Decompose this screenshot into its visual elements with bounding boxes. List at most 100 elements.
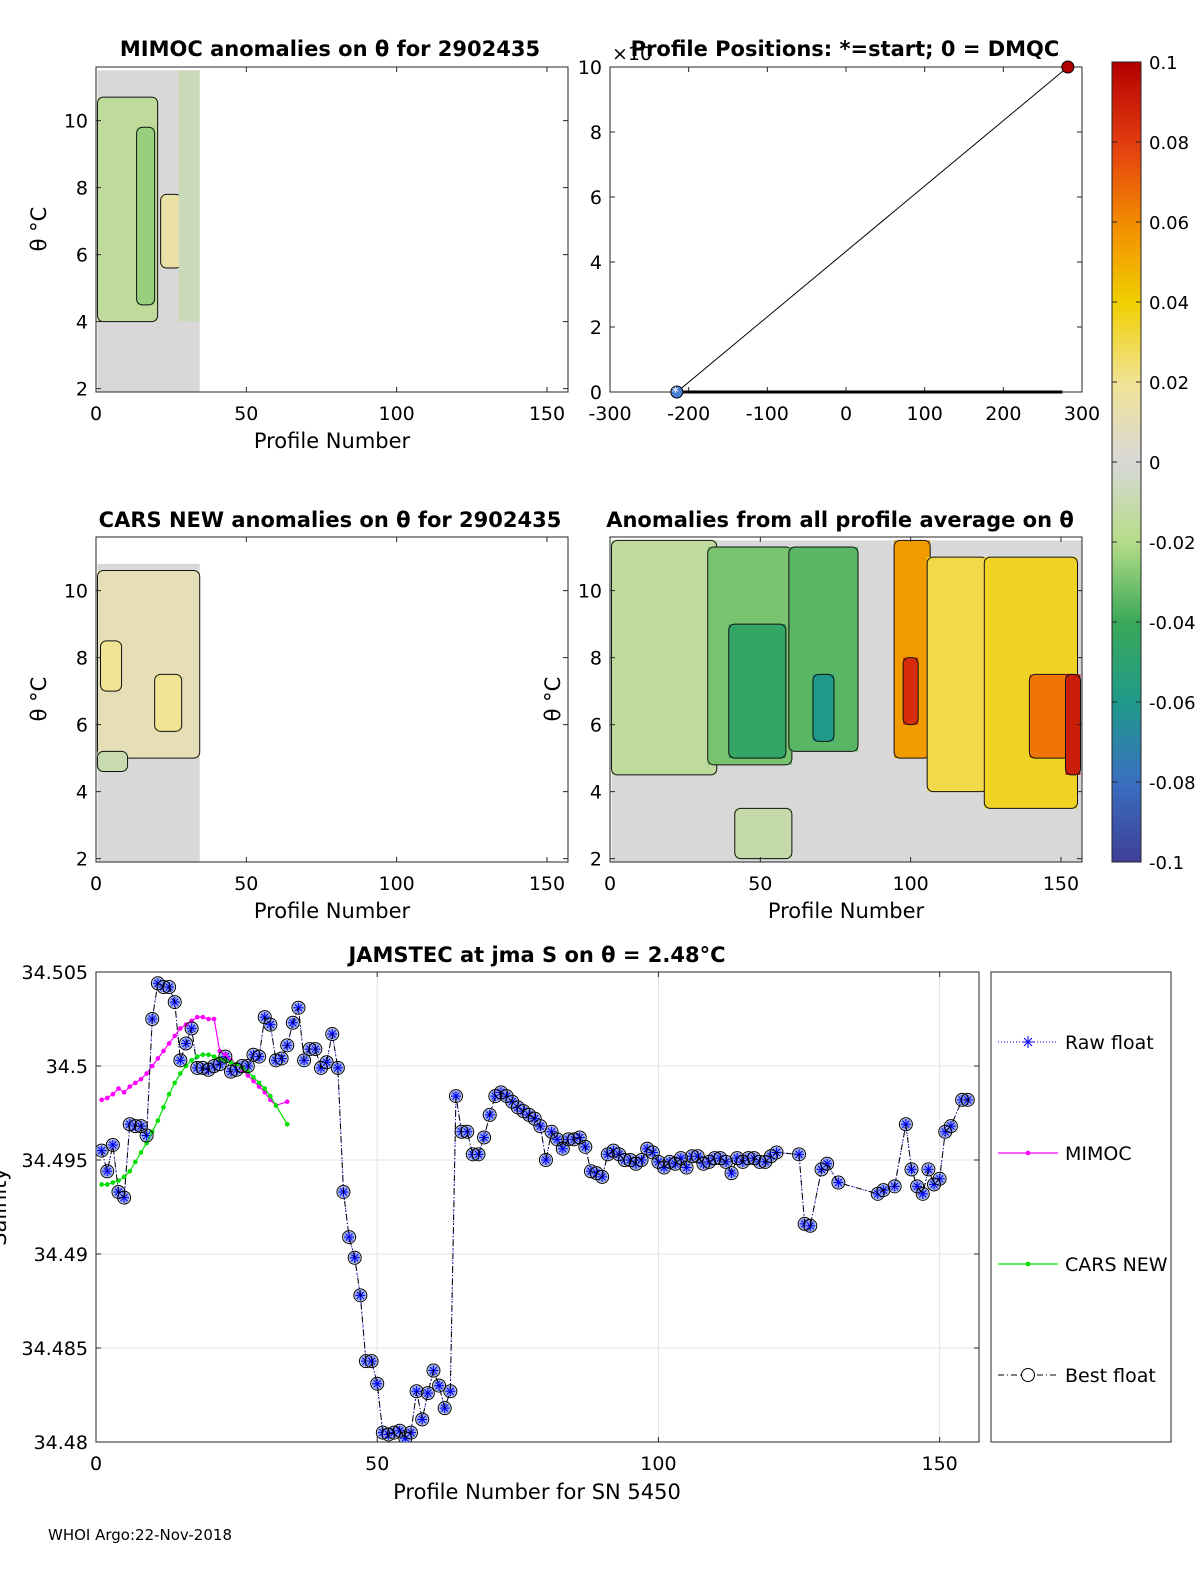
mimoc-point	[194, 1014, 200, 1020]
colorbar-tick-label: -0.08	[1149, 773, 1196, 794]
y-tick-label: 8	[590, 648, 602, 670]
anomaly-region	[927, 557, 988, 792]
y-tick-label: 2	[590, 317, 602, 339]
best-float-point	[533, 1119, 548, 1134]
raw-float-point	[698, 1158, 709, 1169]
mimoc-title: MIMOC anomalies on θ for 2902435	[120, 37, 540, 61]
anomaly-region	[97, 751, 128, 772]
best-float-point	[426, 1363, 441, 1378]
salinity-panel: 0 50 100 150 34.48 34.485 34.49 34.495 34.5 34.50…	[22, 962, 980, 1475]
best-float-point	[184, 1021, 199, 1036]
raw-float-point	[805, 1220, 816, 1231]
mimoc-point	[211, 1016, 217, 1022]
cars-panel: 0 50 100 150 2 4 6 8 10	[64, 536, 569, 895]
contour-line	[100, 640, 123, 692]
cars-new-point	[273, 1103, 279, 1108]
best-float-point	[117, 1190, 132, 1205]
axes-frame	[609, 66, 1083, 393]
salinity-series	[96, 976, 975, 1442]
x-tick-label: 50	[748, 873, 772, 895]
colorbar-tick-label: -0.02	[1149, 533, 1196, 554]
all-avg-ylabel: θ °C	[541, 677, 565, 722]
raw-float-point	[619, 1155, 630, 1165]
y-tick-label: 4	[590, 252, 602, 274]
best-float-point	[898, 1117, 913, 1132]
best-float-point	[792, 1147, 807, 1162]
raw-float-point	[962, 1094, 973, 1105]
best-float-point	[139, 1128, 154, 1143]
best-float-point	[387, 1425, 402, 1440]
best-float-point	[105, 1137, 120, 1152]
contour-line	[97, 96, 159, 323]
x-tick-label: 50	[234, 873, 258, 895]
best-float-point	[544, 1124, 559, 1139]
best-float-point	[319, 1055, 334, 1070]
heatmap-cells	[97, 563, 201, 862]
x-tick-label: 100	[379, 873, 415, 895]
best-float-point	[527, 1111, 542, 1126]
best-float-point	[263, 1017, 278, 1032]
contour-line	[136, 126, 156, 306]
mimoc-point	[144, 1071, 149, 1076]
best-float-point	[302, 1042, 317, 1057]
positions-panel: -300 -200 -100 0 100 200 300 0 2 4 6 8 10 *	[578, 57, 1100, 425]
x-tick-label: 100	[379, 403, 415, 425]
raw-float-point	[664, 1156, 675, 1167]
anomaly-region	[611, 540, 717, 775]
mimoc-point	[161, 1048, 166, 1054]
axes-frame	[609, 536, 1083, 863]
anomaly-region	[894, 540, 931, 759]
anomaly-region	[100, 640, 122, 692]
best-float-point	[274, 1051, 289, 1066]
x-tick-label: 200	[985, 403, 1021, 425]
best-float-point	[724, 1166, 739, 1181]
best-float-point	[257, 1010, 272, 1025]
cars-new-point	[251, 1074, 256, 1080]
y-tick-label: 8	[590, 122, 602, 144]
raw-float-point	[726, 1168, 737, 1179]
colorbar-tick-label: 0.02	[1149, 373, 1189, 394]
cars-new-point	[211, 1054, 217, 1059]
raw-float-point	[912, 1181, 923, 1192]
anomaly-region	[136, 127, 155, 305]
y-tick-label: 6	[590, 187, 602, 209]
raw-float-point	[135, 1121, 146, 1132]
contour-line	[788, 546, 859, 752]
best-float-point	[420, 1386, 435, 1401]
salinity-title: JAMSTEC at jma S on θ = 2.48°C	[346, 943, 725, 967]
best-float-point	[955, 1092, 970, 1107]
legend-marker	[1025, 1261, 1031, 1267]
cars-new-point	[178, 1071, 183, 1076]
mimoc-point	[206, 1016, 211, 1022]
cars-new-point	[166, 1091, 172, 1097]
raw-float-point	[445, 1386, 456, 1397]
y-tick-label: 2	[76, 849, 88, 871]
best-float-point	[634, 1153, 649, 1167]
best-float-point	[696, 1156, 711, 1171]
all-avg-title: Anomalies from all profile average on θ	[606, 508, 1074, 532]
mimoc-point	[223, 1052, 228, 1058]
y-tick-label: 34.48	[34, 1432, 88, 1454]
y-tick-label: 10	[64, 111, 88, 133]
best-float-point	[409, 1384, 424, 1399]
contour-line	[734, 807, 793, 860]
best-float-point	[268, 1053, 283, 1068]
colorbar-tick-label: 0.08	[1149, 133, 1189, 154]
mimoc-point	[172, 1033, 178, 1039]
x-tick-label: 100	[893, 873, 929, 895]
series-raw-float	[96, 977, 974, 1442]
raw-float-point	[383, 1429, 394, 1440]
raw-float-point	[906, 1164, 917, 1175]
cars-new-point	[206, 1052, 211, 1058]
best-float-point	[690, 1149, 705, 1164]
raw-float-point	[119, 1192, 130, 1203]
best-float-point	[246, 1047, 261, 1062]
best-float-point	[167, 995, 182, 1010]
anomaly-region	[178, 70, 200, 322]
colorbar-tick-label: 0.06	[1149, 213, 1189, 234]
best-float-point	[567, 1132, 582, 1147]
y-tick-label: 0	[590, 382, 602, 404]
colorbar-tick-label: 0.04	[1149, 293, 1189, 314]
best-float-point	[820, 1156, 835, 1171]
y-tick-label: 34.505	[22, 962, 88, 984]
